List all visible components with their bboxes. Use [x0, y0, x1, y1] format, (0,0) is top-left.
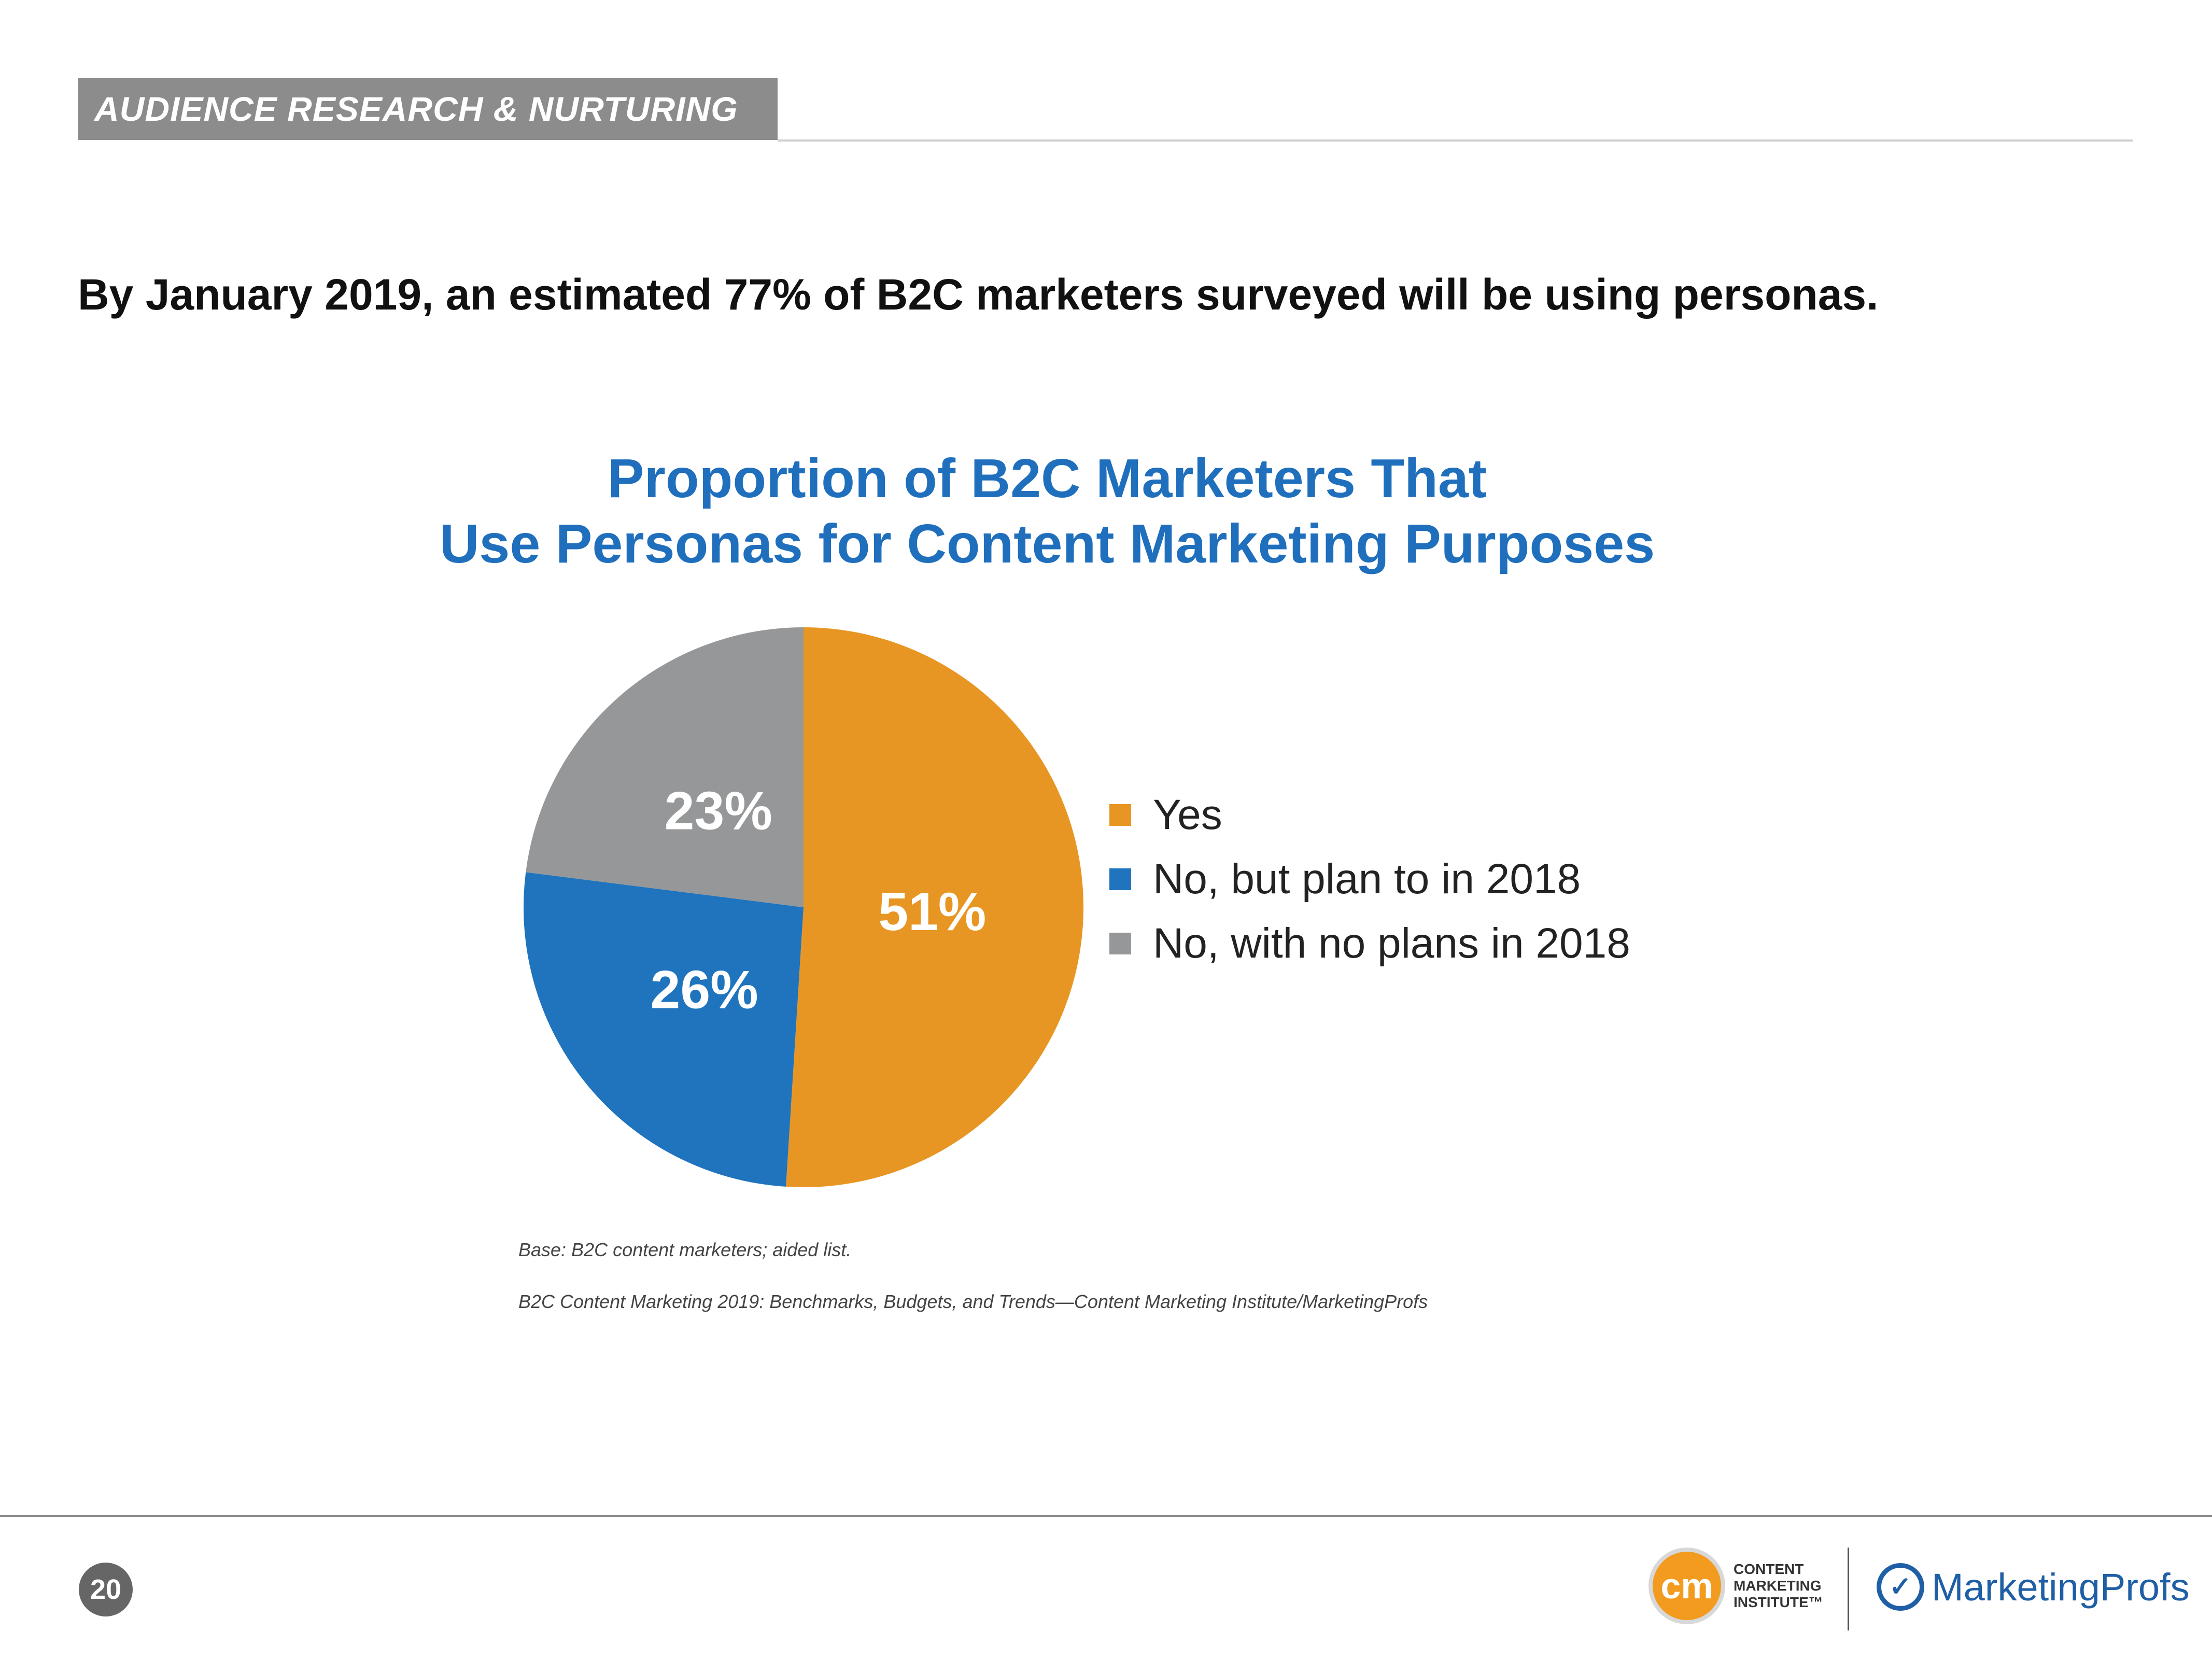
- footer-rule: [0, 1515, 2212, 1517]
- pie-slice-no-plans: [526, 627, 804, 907]
- legend-item-yes: Yes: [1109, 783, 1630, 847]
- legend-label-plan: No, but plan to in 2018: [1153, 855, 1581, 903]
- pie-slice-plan: [524, 872, 804, 1187]
- legend-item-no-plans: No, with no plans in 2018: [1109, 911, 1630, 976]
- legend-label-yes: Yes: [1153, 791, 1222, 838]
- legend-label-no-plans: No, with no plans in 2018: [1153, 920, 1630, 967]
- marketingprofs-logo-text: MarketingProfs: [1932, 1565, 2190, 1609]
- marketingprofs-logo: ✓ MarketingProfs: [1877, 1563, 2190, 1611]
- legend-item-plan: No, but plan to in 2018: [1109, 847, 1630, 911]
- cmi-logo-text: CONTENT MARKETING INSTITUTE™: [1734, 1561, 1823, 1611]
- logo-divider: [1848, 1548, 1849, 1630]
- section-header-tab: AUDIENCE RESEARCH & NURTURING: [78, 78, 778, 140]
- headline: By January 2019, an estimated 77% of B2C…: [78, 270, 1879, 319]
- pie-slice-yes: [786, 627, 1084, 1187]
- chart-title-line-1: Proportion of B2C Marketers That: [607, 448, 1487, 509]
- data-label-plan: 26%: [651, 960, 758, 1020]
- base-note: Base: B2C content marketers; aided list.: [518, 1239, 852, 1260]
- chart-title-line-2: Use Personas for Content Marketing Purpo…: [439, 513, 1655, 574]
- source-note: B2C Content Marketing 2019: Benchmarks, …: [518, 1291, 1428, 1312]
- cmi-line-2: MARKETING: [1734, 1578, 1822, 1594]
- section-label: AUDIENCE RESEARCH & NURTURING: [94, 90, 738, 128]
- cmi-line-3: INSTITUTE™: [1734, 1594, 1823, 1610]
- cmi-line-1: CONTENT: [1734, 1561, 1804, 1577]
- legend-swatch-plan: [1109, 868, 1131, 890]
- section-rule: [778, 139, 2133, 142]
- marketingprofs-icon: ✓: [1877, 1563, 1924, 1611]
- chart-title: Proportion of B2C Marketers That Use Per…: [321, 446, 1773, 577]
- data-label-no-plans: 23%: [665, 781, 772, 841]
- pie-chart: 51% 26% 23%: [524, 627, 1084, 1187]
- legend-swatch-yes: [1109, 804, 1131, 826]
- page-number: 20: [79, 1563, 133, 1616]
- legend-swatch-no-plans: [1109, 933, 1131, 954]
- cmi-logo-mark: cm: [1649, 1548, 1725, 1624]
- data-label-yes: 51%: [878, 882, 986, 942]
- cmi-logo: cm CONTENT MARKETING INSTITUTE™: [1649, 1548, 1823, 1624]
- chart-legend: Yes No, but plan to in 2018 No, with no …: [1109, 783, 1630, 976]
